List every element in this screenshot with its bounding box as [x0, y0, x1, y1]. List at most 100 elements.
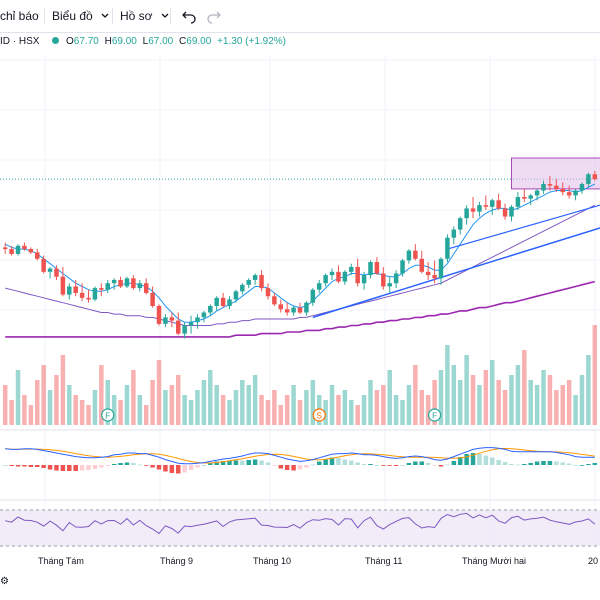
candle-body [586, 174, 591, 185]
chevron-down-icon [161, 13, 169, 18]
symbol-name[interactable]: ID · HSX [0, 36, 40, 47]
volume-bar [169, 385, 175, 425]
volume-bar [374, 390, 380, 425]
macd-histogram-bar [163, 465, 168, 472]
macd-histogram-bar [2, 465, 8, 466]
volume-bar [470, 375, 476, 425]
candle-body [502, 208, 508, 217]
volume-bar [413, 365, 418, 425]
candle-body [451, 229, 457, 238]
volume-bars [2, 325, 598, 425]
macd-histogram-bar [79, 465, 85, 471]
macd-histogram-bar [99, 465, 104, 468]
macd-histogram-bar [470, 453, 476, 465]
time-axis-label: 20 [588, 556, 599, 566]
volume-bar [156, 360, 162, 425]
candle-body [566, 192, 572, 196]
candle-body [2, 247, 8, 250]
candle-body [297, 307, 303, 313]
candle-body [323, 275, 328, 284]
volume-bar [265, 400, 271, 425]
candle-body [163, 317, 168, 324]
volume-bar [99, 365, 104, 425]
volume-bar [438, 370, 444, 425]
candle-body [310, 289, 316, 303]
indicators-label: chỉ báo [0, 9, 39, 23]
volume-bar [528, 380, 533, 425]
macd-histogram-bar [92, 465, 98, 469]
macd-histogram-bar [265, 462, 271, 465]
support-trendline-2 [447, 204, 600, 250]
candle-body [252, 275, 258, 280]
volume-bar [195, 390, 200, 425]
macd-histogram-bar [124, 462, 130, 465]
undo-icon[interactable] [180, 7, 198, 25]
macd-histogram-bar [509, 464, 514, 465]
close-value: 69.00 [186, 36, 212, 47]
macd-histogram-bar [291, 465, 296, 471]
indicators-button[interactable]: chỉ báo [0, 0, 39, 32]
high-value: 69.00 [111, 36, 137, 47]
volume-bar [304, 390, 309, 425]
candle-body [534, 190, 540, 196]
macd-histogram-bar [406, 463, 412, 465]
macd-histogram-bar [342, 459, 348, 465]
volume-bar [560, 385, 565, 425]
volume-bar [445, 345, 450, 425]
macd-histogram-bar [233, 460, 239, 465]
macd-histogram-bar [515, 464, 521, 466]
candle-body [336, 271, 341, 282]
time-axis-label: Tháng Tám [38, 556, 84, 566]
macd-histogram-bar [188, 465, 194, 470]
candle-body [329, 271, 335, 276]
macd-histogram-bar [105, 465, 110, 466]
macd-histogram-bar [329, 457, 335, 465]
candle-body [9, 249, 14, 254]
macd-histogram-bar [41, 465, 46, 468]
time-axis-label: Tháng 11 [365, 556, 403, 566]
macd-histogram-bar [169, 465, 175, 473]
macd-histogram-bar [425, 463, 431, 465]
volume-bar [310, 380, 316, 425]
volume-bar [111, 395, 117, 425]
redo-icon[interactable] [205, 7, 223, 25]
candle-body [522, 197, 527, 199]
profile-button[interactable]: Hồ sơ [120, 0, 170, 32]
volume-bar [355, 405, 360, 425]
macd-histogram-bar [400, 465, 405, 466]
volume-bar [522, 350, 527, 425]
macd-signal-line [5, 447, 595, 464]
chart-template-button[interactable]: Biểu đồ [52, 0, 110, 32]
volume-bar [400, 400, 405, 425]
event-marker [427, 408, 442, 422]
volume-bar [252, 375, 258, 425]
volume-bar [47, 390, 53, 425]
candle-body [73, 286, 78, 293]
candle-body [432, 275, 437, 279]
volume-bar [188, 400, 194, 425]
settings-icon[interactable]: ⚙ [0, 576, 9, 587]
volume-bar [490, 360, 495, 425]
candle-body [35, 252, 40, 259]
macd-histogram-bar [143, 465, 149, 466]
candle-body [381, 273, 386, 287]
time-axis-label: Tháng 9 [160, 556, 194, 566]
candle-body [150, 292, 155, 306]
candle-body [188, 322, 194, 326]
macd-histogram-bar [579, 465, 585, 466]
volume-bar [246, 385, 251, 425]
volume-bar [201, 380, 207, 425]
candle-body [496, 200, 501, 209]
candle-body [464, 208, 469, 219]
volume-bar [579, 375, 585, 425]
macd-histogram-bar [522, 464, 527, 465]
macd-histogram-bar [336, 458, 341, 465]
volume-bar [496, 380, 501, 425]
volume-bar [509, 375, 514, 425]
macd-histogram-bar [490, 457, 495, 465]
candle-body [457, 218, 463, 230]
candle-body [573, 190, 578, 196]
candle-body [131, 278, 136, 289]
